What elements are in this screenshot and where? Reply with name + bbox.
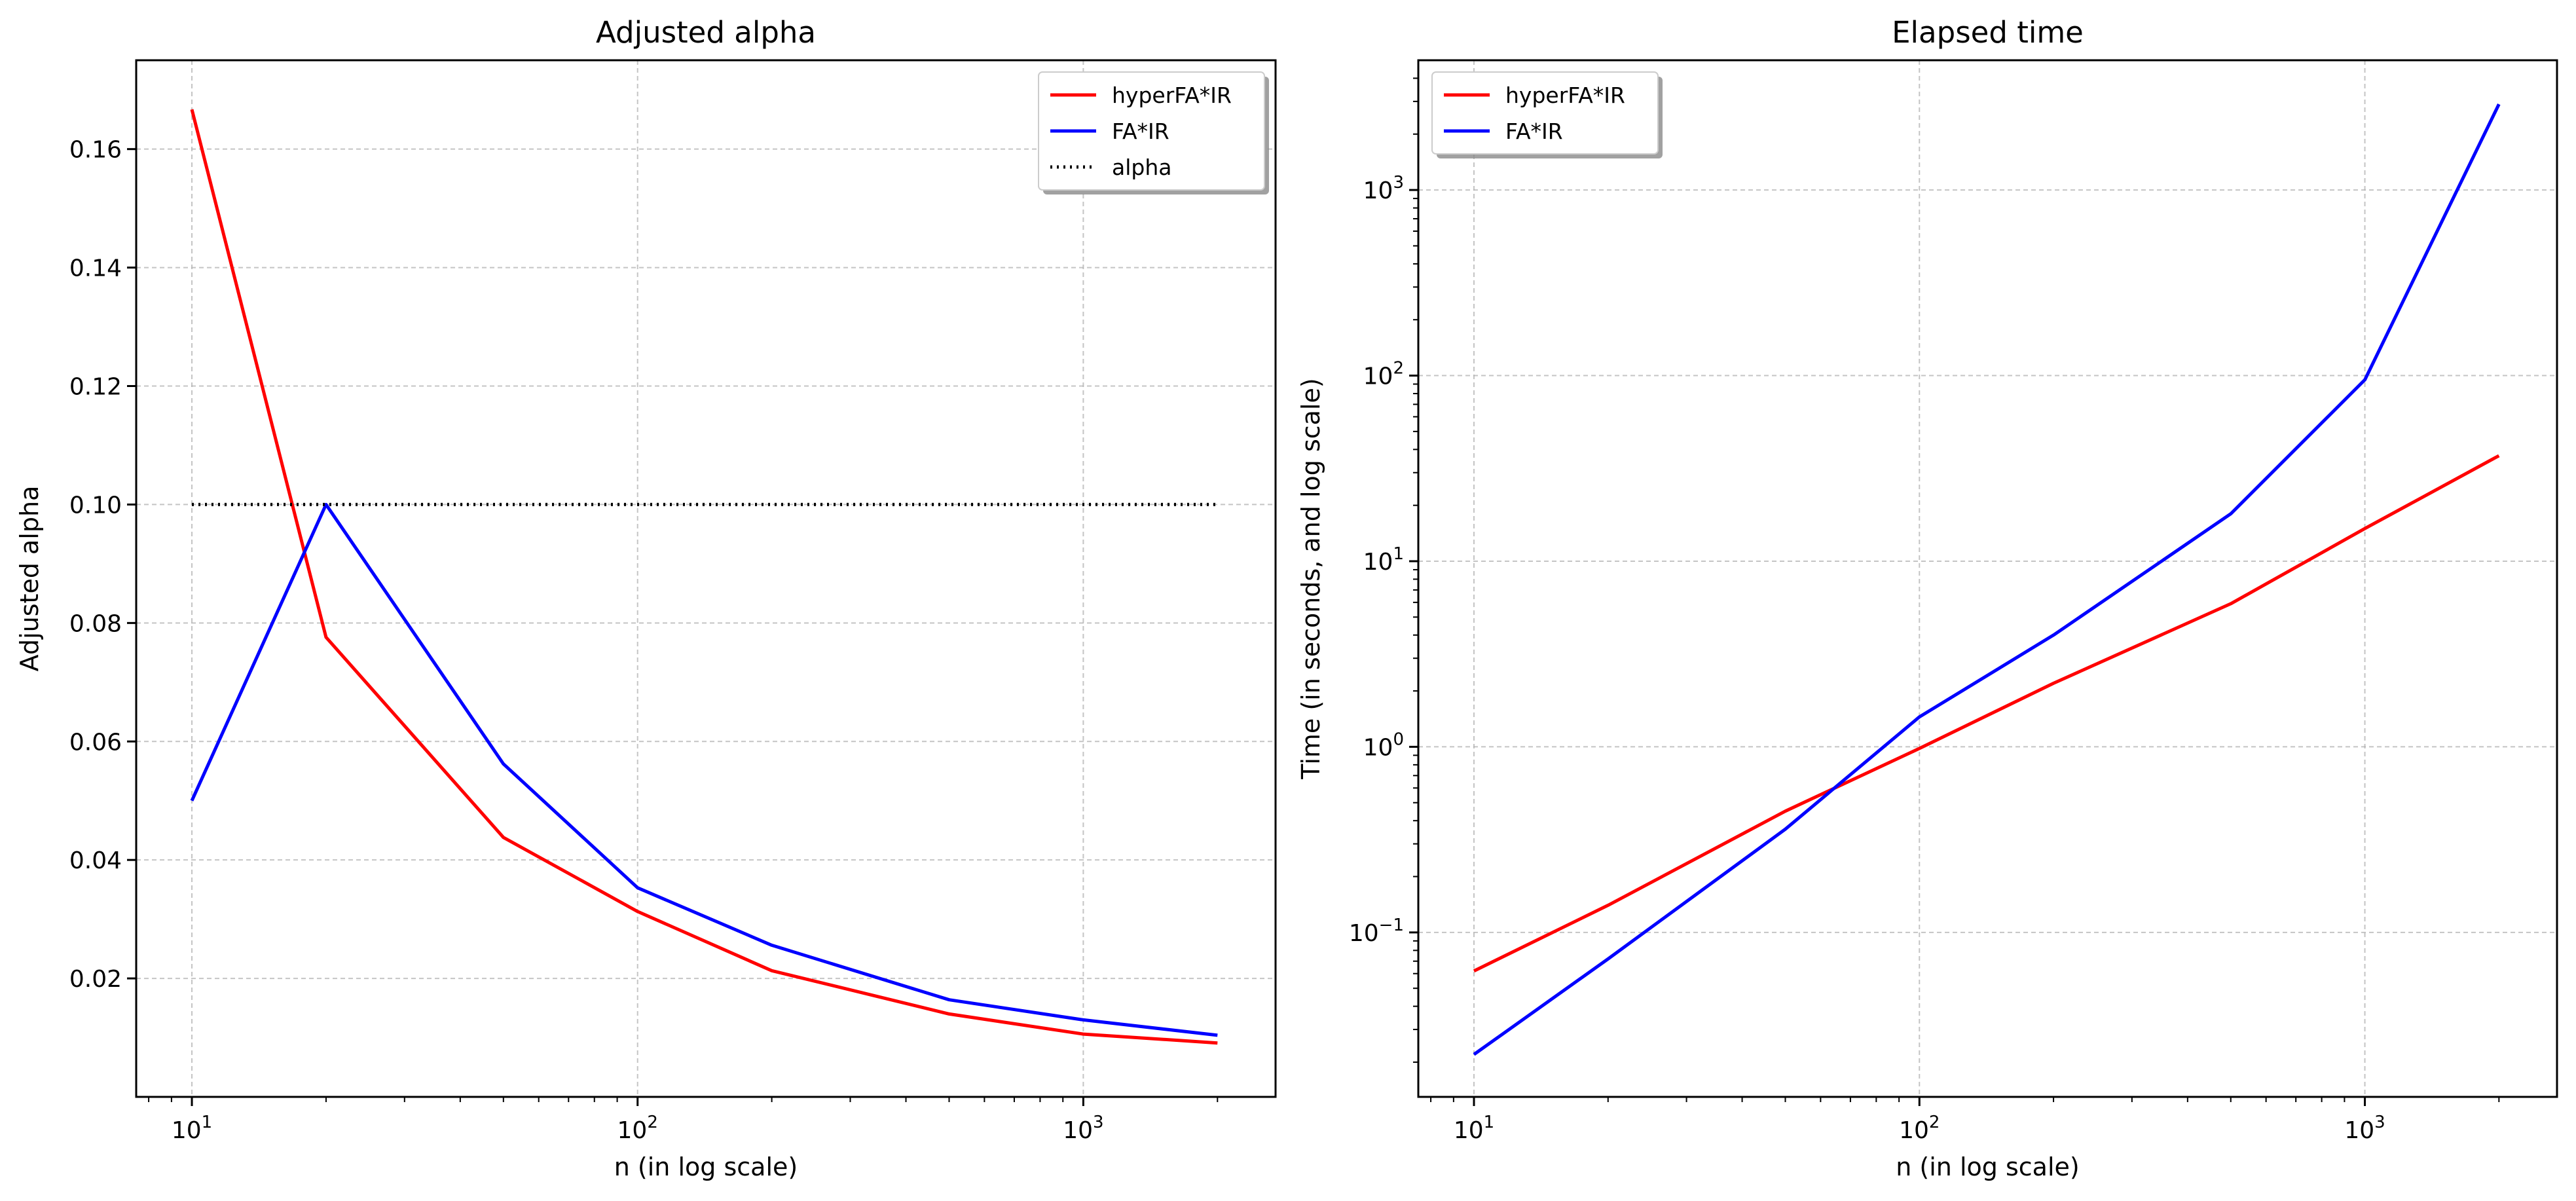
x-tick-label: 103	[2344, 1113, 2385, 1144]
chart-elapsed-time: Elapsed time n (in log scale) Time (in s…	[1297, 15, 2558, 1181]
x-axis: 101 102 103	[148, 1097, 1219, 1144]
legend: hyperFA*IR FA*IR	[1431, 71, 1663, 158]
y-tick-label: 0.10	[69, 492, 122, 519]
series-group	[190, 109, 1218, 1045]
y-tick-label: 101	[1363, 544, 1404, 576]
y-tick-label: 0.12	[69, 374, 122, 401]
x-tick-label: 103	[1063, 1113, 1103, 1144]
series-line	[190, 109, 1218, 1045]
y-tick-label: 0.08	[69, 610, 122, 637]
y-axis: 10−1 100 101 102 103	[1349, 77, 1418, 1063]
legend-box	[1431, 71, 1659, 155]
chart-title: Elapsed time	[1892, 15, 2084, 50]
y-tick-label: 0.14	[69, 255, 122, 282]
y-tick-label: 100	[1363, 730, 1404, 761]
y-axis: 0.02 0.04 0.06 0.08 0.10 0.12 0.14 0.16	[69, 137, 136, 993]
y-tick-label: 102	[1363, 359, 1404, 390]
series-line	[1473, 103, 2501, 1056]
x-axis: 101 102 103	[1430, 1097, 2500, 1144]
legend: hyperFA*IR FA*IR alpha	[1038, 71, 1269, 194]
legend-label: hyperFA*IR	[1112, 83, 1232, 108]
series-line	[190, 502, 1218, 1037]
grid	[1418, 60, 2557, 1097]
series-line	[1473, 454, 2500, 972]
x-tick-label: 102	[1899, 1113, 1940, 1144]
y-tick-label: 0.02	[69, 966, 122, 993]
series-group	[1473, 103, 2501, 1056]
x-axis-label: n (in log scale)	[614, 1153, 798, 1181]
legend-label: FA*IR	[1112, 119, 1169, 144]
y-tick-label: 0.16	[69, 137, 122, 164]
y-tick-label: 103	[1363, 173, 1404, 204]
legend-label: hyperFA*IR	[1505, 83, 1625, 108]
plot-frame	[1417, 59, 2558, 1098]
plot-frame	[135, 59, 1277, 1098]
x-tick-label: 101	[172, 1113, 212, 1144]
y-tick-label: 0.06	[69, 729, 122, 756]
x-tick-label: 102	[617, 1113, 658, 1144]
grid	[136, 60, 1276, 1097]
legend-label: FA*IR	[1505, 119, 1563, 144]
y-tick-label: 10−1	[1349, 915, 1404, 947]
x-tick-label: 101	[1454, 1113, 1494, 1144]
legend-box	[1038, 71, 1265, 191]
chart-adjusted-alpha: Adjusted alpha n (in log scale) Adjusted…	[15, 15, 1277, 1181]
legend-label: alpha	[1112, 155, 1171, 180]
y-axis-label: Time (in seconds, and log scale)	[1297, 378, 1325, 779]
x-axis-label: n (in log scale)	[1896, 1153, 2079, 1181]
chart-title: Adjusted alpha	[596, 15, 816, 50]
y-axis-label: Adjusted alpha	[15, 486, 44, 672]
y-tick-label: 0.04	[69, 847, 122, 874]
